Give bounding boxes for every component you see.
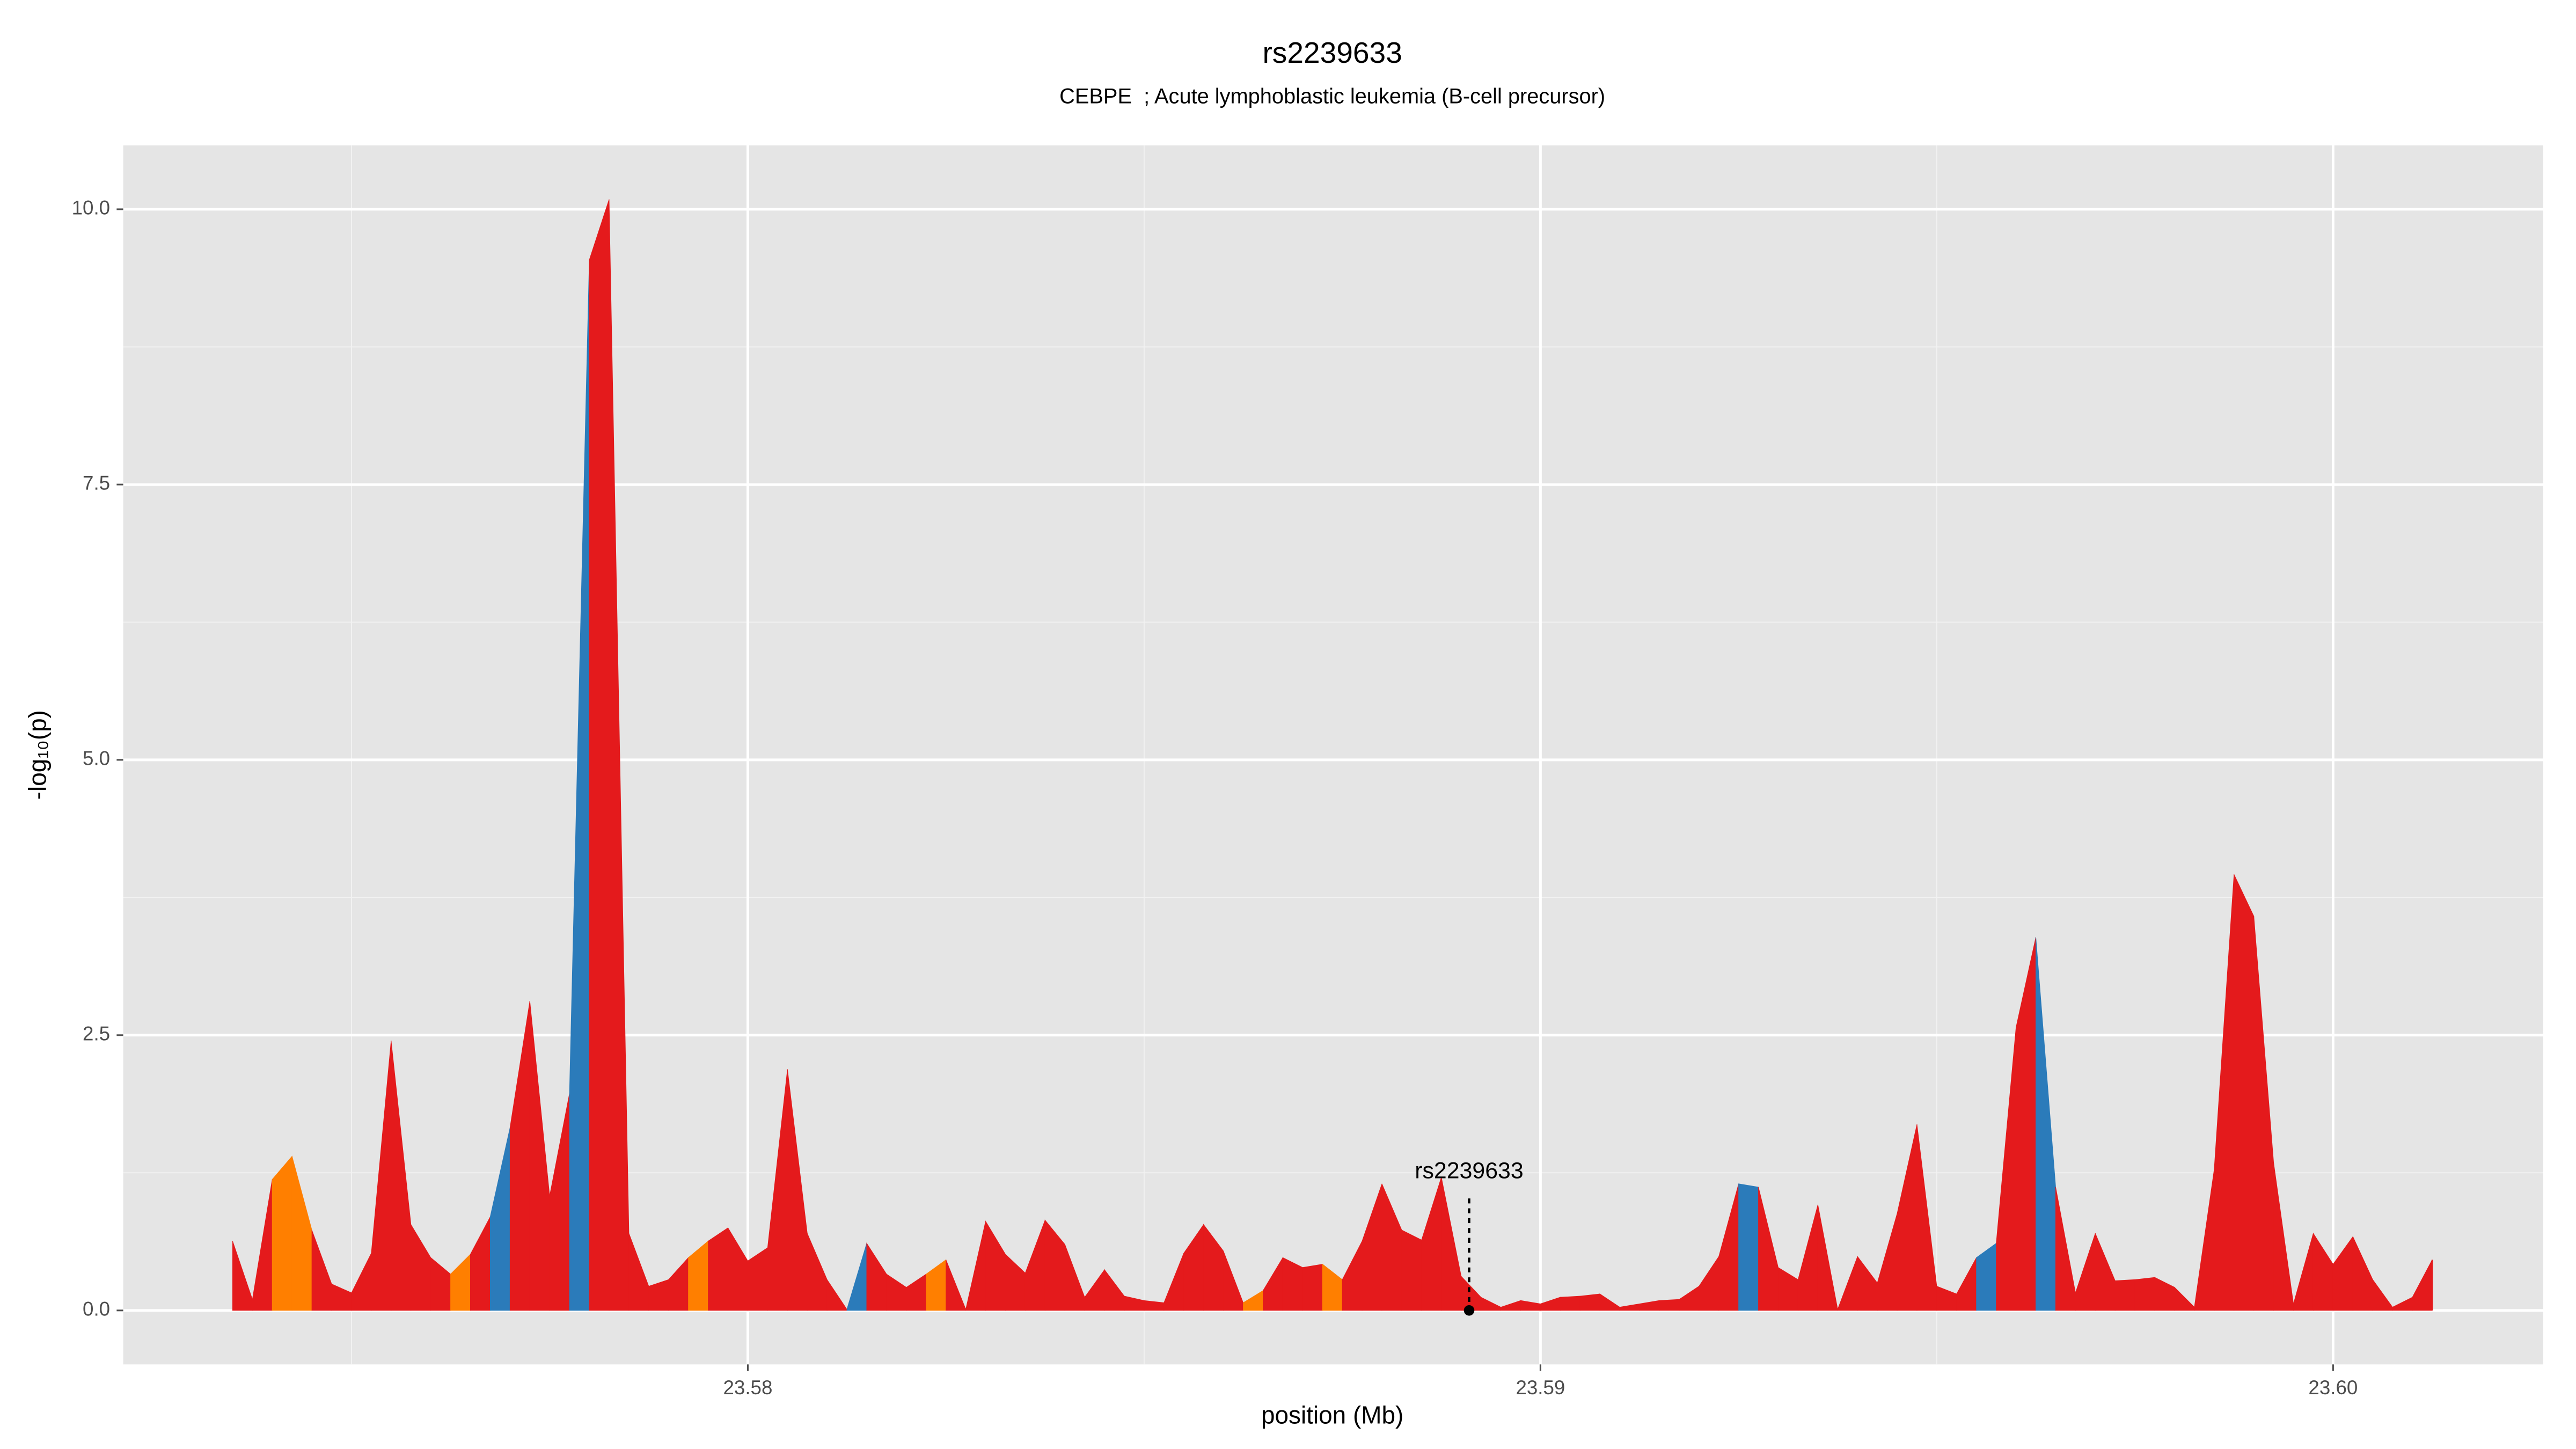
x-axis-title: position (Mb) — [1261, 1401, 1403, 1429]
area-segment — [1579, 1293, 1600, 1311]
x-tick-label: 23.58 — [723, 1377, 772, 1399]
y-tick-label: 0.0 — [83, 1298, 110, 1320]
area-segment — [2234, 874, 2255, 1311]
area-segment — [1401, 1230, 1422, 1311]
y-tick-label: 7.5 — [83, 472, 110, 494]
area-segment — [1560, 1296, 1580, 1311]
ticks: 23.58 23.59 23.60 0.0 2.5 5.0 7.5 10.0 — [72, 197, 2358, 1399]
x-tick-label: 23.60 — [2308, 1377, 2358, 1399]
area-segment — [1302, 1264, 1323, 1311]
area-segment — [2114, 1279, 2135, 1311]
chart-subtitle: CEBPE ; Acute lymphoblastic leukemia (B-… — [1059, 85, 1605, 108]
annotation-point — [1463, 1305, 1475, 1316]
y-axis-title: -log₁₀(p) — [24, 710, 52, 800]
marks — [232, 199, 2433, 1311]
area-segment — [1659, 1299, 1680, 1311]
annotation: rs2239633 — [1415, 1158, 1524, 1316]
annotation-label: rs2239633 — [1415, 1158, 1523, 1183]
y-tick-label: 2.5 — [83, 1023, 110, 1045]
y-tick-label: 5.0 — [83, 748, 110, 770]
area-segment — [2134, 1277, 2155, 1311]
chart-title: rs2239633 — [1262, 36, 1402, 69]
x-tick-label: 23.59 — [1516, 1377, 1565, 1399]
area-segment — [589, 199, 610, 1311]
area-segment — [272, 1155, 292, 1311]
area-segment — [708, 1227, 728, 1311]
area-segment — [1738, 1183, 1759, 1311]
y-tick-label: 10.0 — [72, 197, 110, 219]
plot-panel — [123, 145, 2543, 1365]
